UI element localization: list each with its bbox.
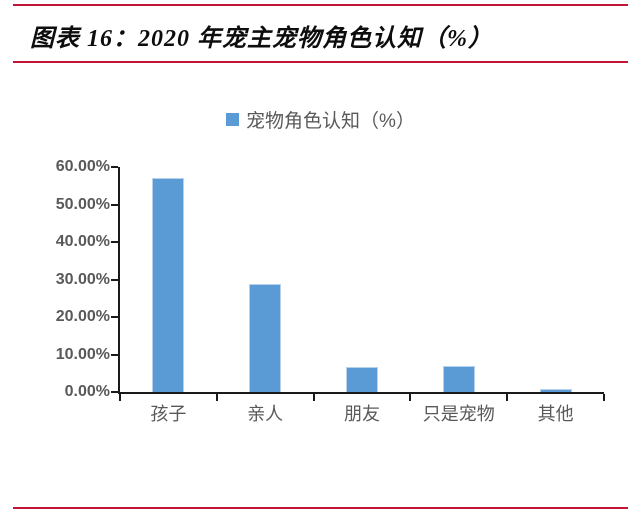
y-axis-label: 60.00% — [55, 158, 110, 175]
x-axis-label: 其他 — [537, 404, 574, 424]
x-axis-tick — [119, 394, 121, 401]
y-axis-tick — [111, 166, 118, 168]
x-axis-label: 亲人 — [247, 404, 284, 424]
y-axis-label: 0.00% — [64, 383, 110, 400]
y-axis-label: 50.00% — [55, 195, 110, 213]
y-axis-label: 30.00% — [55, 270, 110, 288]
x-axis-tick — [603, 394, 605, 401]
y-axis-label: 40.00% — [55, 233, 110, 250]
bar-孩子 — [152, 178, 185, 392]
y-axis-tick — [111, 316, 118, 318]
bar-朋友 — [346, 366, 378, 392]
x-axis-tick — [312, 394, 315, 401]
x-axis-tick — [215, 394, 218, 401]
x-axis-tick — [506, 394, 509, 401]
bar-其他 — [539, 388, 572, 392]
legend-swatch-icon — [226, 113, 240, 126]
chart-legend: 宠物角色认知（%） — [0, 106, 641, 133]
x-axis-label: 只是宠物 — [422, 404, 495, 424]
bar-chart-plot-area: 0.00% 10.00% 20.00% 30.00% 40.00% 50.00% 60.00… — [56, 159, 605, 424]
x-axis-label: 孩子 — [150, 404, 187, 424]
y-axis-tick — [111, 278, 118, 281]
y-axis-label: 20.00% — [55, 308, 110, 325]
bottom-rule — [13, 507, 628, 509]
legend-label: 宠物角色认知（%） — [246, 111, 415, 132]
bar-亲人 — [249, 284, 282, 392]
y-axis-label: 10.00% — [55, 345, 110, 363]
y-axis-tick — [111, 241, 118, 243]
figure-title: 图表 16：2020 年宠主宠物角色认知（%） — [30, 26, 493, 52]
x-axis-tick — [409, 394, 412, 401]
x-axis-label: 朋友 — [343, 404, 380, 424]
y-axis-tick — [111, 391, 118, 393]
y-axis-tick — [111, 353, 118, 356]
title-underline-rule — [13, 61, 628, 63]
y-axis-tick — [111, 203, 118, 206]
bar-只是宠物 — [442, 365, 475, 392]
top-rule — [13, 4, 628, 6]
